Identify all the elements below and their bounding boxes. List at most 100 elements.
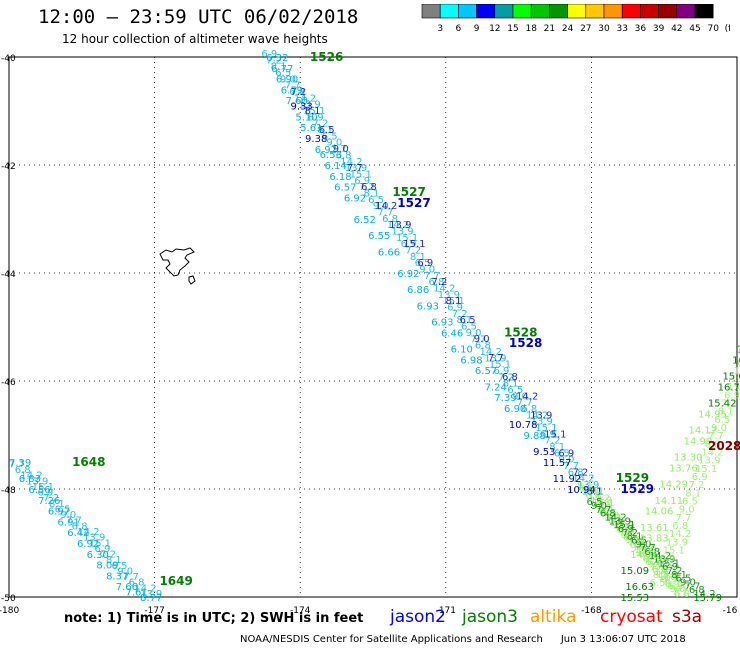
legend-label: 18 <box>525 24 537 34</box>
track-mark: 14.2 <box>294 93 316 104</box>
track-mark: 13.9 <box>484 353 506 364</box>
swh-value-label: 7.26 <box>38 496 60 507</box>
pass-time-label: 1528 <box>504 325 537 339</box>
swh-value-label: 6.30 <box>87 550 109 561</box>
track-mark: 7.7 <box>66 516 82 527</box>
track-mark: 15.1 <box>350 169 372 180</box>
track-mark: 6.9 <box>639 550 655 561</box>
lat-tick-label: -40 <box>1 54 16 64</box>
track-mark: 14.2 <box>572 474 594 485</box>
swh-value-label: 14.06 <box>645 507 674 518</box>
legend-label: 6 <box>456 24 462 34</box>
track-mark: 9.0 <box>280 74 296 85</box>
track-mark: 6.5 <box>319 125 335 136</box>
swh-value-label: 13.83 <box>640 534 669 545</box>
track-mark: 6.9 <box>354 176 370 187</box>
track-mark: 6.8 <box>737 358 740 369</box>
legend-jason2: jason2 <box>390 607 446 627</box>
track-mark: 13.9 <box>609 516 631 527</box>
track-mark: 6.5 <box>415 258 431 269</box>
lat-tick-label: -46 <box>1 378 16 388</box>
track-mark: 15.1 <box>663 546 685 557</box>
pass-time-label: 1527 <box>392 185 425 199</box>
swh-value-label: 6.93 <box>431 318 453 329</box>
swh-value-label: 16.74 <box>718 382 740 393</box>
track-mark: 9.0 <box>419 265 435 276</box>
track-mark: 6.9 <box>661 574 677 585</box>
track-mark: 13.9 <box>653 555 675 566</box>
swh-value-label: 6.53 <box>320 150 342 161</box>
swh-value-label: 5.61 <box>300 123 322 134</box>
track-mark: 9.0 <box>625 535 641 546</box>
legend-label: 21 <box>544 24 555 34</box>
swh-value-label: 6.92 <box>344 193 366 204</box>
track-mark: 8.1 <box>665 579 681 590</box>
track-mark: 8.1 <box>364 188 380 199</box>
track-mark: 15.1 <box>32 482 54 493</box>
track-mark: 7.7 <box>684 581 700 592</box>
swh-value-label: 15.42 <box>708 399 737 410</box>
track-mark: 6.9 <box>37 488 53 499</box>
track-mark: 7.2 <box>572 467 588 478</box>
swh-value-label: 15.09 <box>621 566 650 577</box>
track-mark: 6.8 <box>129 578 145 589</box>
track-mark: 7.7 <box>470 334 486 345</box>
track-mark: 15.1 <box>442 296 464 307</box>
swh-value-label: 10.78 <box>509 420 538 431</box>
track-mark: 13.9 <box>731 374 740 385</box>
track-mark: 7.7 <box>488 353 504 364</box>
track-mark: 7.7 <box>628 537 644 548</box>
swh-value-label: 6.98 <box>460 355 482 366</box>
lat-tick-label: -44 <box>1 270 16 280</box>
track-mark: 6.8 <box>382 214 398 225</box>
track-mark: 6.9 <box>618 524 634 535</box>
track-mark: 13.9 <box>83 533 105 544</box>
track-mark: 6.8 <box>630 540 646 551</box>
lat-tick-label: -42 <box>1 162 16 172</box>
track-mark: 7.2 <box>721 398 737 409</box>
track-mark: 6.8 <box>475 341 491 352</box>
lon-tick-label: -168 <box>581 606 602 616</box>
track-mark: 6.9 <box>540 429 556 440</box>
swh-value-label: 6.97 <box>48 507 70 518</box>
track-mark: 8.1 <box>317 125 333 136</box>
track-mark: 6.8 <box>586 491 602 502</box>
track-mark: 9.0 <box>603 510 619 521</box>
track-mark: 6.8 <box>568 467 584 478</box>
track-mark: 14.2 <box>610 518 632 529</box>
swh-value-label: 8.37 <box>106 571 128 582</box>
swh-value-label: 7.66 <box>116 582 138 593</box>
swh-value-label: 15.53 <box>621 593 650 604</box>
track-mark: 13.9 <box>530 410 552 421</box>
track-mark: 7.2 <box>641 552 657 563</box>
track-mark: 9.0 <box>466 328 482 339</box>
track-mark: 15.1 <box>489 360 511 371</box>
track-mark: 6.5 <box>460 315 476 326</box>
track-mark: 6.5 <box>275 68 291 79</box>
swh-value-label: 13.30 <box>674 453 703 464</box>
track-mark: 7.2 <box>100 550 116 561</box>
track-mark: 6.8 <box>674 589 690 600</box>
track-mark: 9.0 <box>680 578 696 589</box>
track-mark: 15.1 <box>582 486 604 497</box>
track-mark: 7.2 <box>43 493 59 504</box>
lon-tick-label: -180 <box>0 606 19 616</box>
swh-value-label: 6.57 <box>475 366 497 377</box>
legend-label: 45 <box>689 24 700 34</box>
track-mark: 14.2 <box>526 410 548 421</box>
axis-labels: -40 -42 -44 -46 -48 -50 -180 -177 -174 -171 -168 -1… <box>0 54 738 616</box>
track-mark: 14.2 <box>387 220 409 231</box>
chatham-islands-outline <box>159 247 196 285</box>
pass-time-label: 2028 <box>708 439 740 453</box>
swh-value-label: 9.88 <box>523 431 545 442</box>
track-mark: 7.2 <box>452 309 468 320</box>
track-mark: 7.7 <box>606 513 622 524</box>
track-mark: 8.1 <box>718 407 734 418</box>
track-mark: 7.2 <box>405 246 421 257</box>
track-mark: 6.8 <box>361 182 377 193</box>
track-mark: 8.1 <box>456 315 472 326</box>
track-mark: 6.8 <box>336 150 352 161</box>
track-mark: 8.1 <box>577 481 593 492</box>
swh-value-label: 11.92 <box>553 474 582 485</box>
track-mark: 9.0 <box>474 334 490 345</box>
